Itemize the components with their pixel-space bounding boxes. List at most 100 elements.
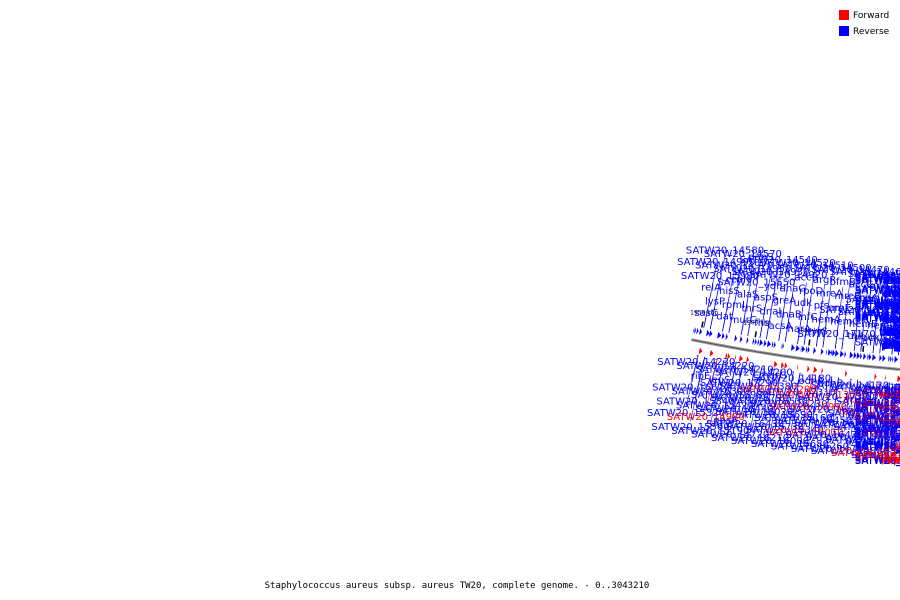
gene-label-reverse: xerD <box>882 287 900 298</box>
gene-label-reverse: SATW20_15960 <box>855 310 900 321</box>
gene-label-reverse: SATW20_16020 <box>715 407 793 418</box>
gene-label-reverse: SATW20_15320 <box>647 408 725 419</box>
label-leader-line <box>829 377 839 443</box>
label-leader-line <box>893 307 900 321</box>
gene-label-reverse: rpmA <box>880 328 900 339</box>
gene-label-reverse: accA <box>882 341 900 352</box>
gene-label-reverse: SATW20_14740 <box>851 450 900 461</box>
gene-label-reverse: SATW20_15690 <box>735 410 813 421</box>
gene-label-reverse: SATW20_14540 <box>740 255 818 266</box>
gene-label-reverse: rplT <box>884 336 900 347</box>
gene-label-reverse: efp <box>886 301 900 312</box>
gene-label-reverse: thiI <box>847 331 863 342</box>
label-leader-line <box>834 287 844 349</box>
gene-label-reverse: SATW20_15550 <box>717 278 795 289</box>
gene-label-reverse: SATW20_15970 <box>855 414 900 425</box>
gene-label-reverse: SATW20_14930 <box>731 267 809 278</box>
gene-label-reverse: gcvT <box>882 296 900 307</box>
forward-gene-arrow <box>773 360 778 368</box>
gene-label-reverse: SATW20_15830 <box>855 314 900 325</box>
gene-label-reverse: malA <box>881 284 900 295</box>
label-leader-line <box>728 258 744 333</box>
gene-label-reverse: SATW20_16120 <box>847 410 900 421</box>
gene-label-reverse: SATW20_15700 <box>855 430 900 441</box>
gene-label-reverse: SATW20_16370 <box>855 430 900 441</box>
gene-label-reverse: SATW20_16010 <box>855 415 900 426</box>
gene-label-reverse: SATW20_15020 <box>855 296 900 307</box>
gene-label-reverse: hemA <box>812 315 841 326</box>
reverse-gene-arrow <box>832 349 836 357</box>
gene-label-reverse: hemB <box>849 319 878 330</box>
reverse-gene-arrow <box>759 339 764 347</box>
gene-label-reverse: SATW20_16790 <box>710 393 788 404</box>
gene-label-forward: SATW20_16990 <box>769 402 847 413</box>
gene-label-reverse: SATW20_16870 <box>855 398 900 409</box>
gene-label-reverse: SATW20_14220 <box>676 361 754 372</box>
reverse-gene-arrow <box>757 338 760 346</box>
gene-label-reverse: SATW20_16760 <box>855 402 900 413</box>
reverse-gene-arrow <box>805 346 808 353</box>
gene-label-forward: pbp2 <box>881 455 900 466</box>
gene-label-forward: recU <box>883 454 900 465</box>
gene-label-reverse: SATW20_15110 <box>855 441 900 452</box>
gene-label-reverse: SATW20_15190 <box>671 426 749 437</box>
gene-label-reverse: zur <box>886 299 900 310</box>
gene-label-reverse: SATW20_15740 <box>855 443 900 454</box>
gene-label-reverse: SATW20_16090 <box>855 425 900 436</box>
gene-label-reverse: SATW20_16950 <box>855 404 900 415</box>
gene-label-reverse: leuS <box>709 375 731 386</box>
gene-label-reverse: infC <box>798 312 818 323</box>
gene-label-reverse: SATW20_14600 <box>855 285 900 296</box>
label-leader-line <box>769 369 782 435</box>
gene-label-reverse: tdcB <box>883 276 900 287</box>
gene-label-reverse: SATW20_15220 <box>855 438 900 449</box>
gene-label-reverse: SATW20_15930 <box>855 312 900 323</box>
gene-label-reverse: SATW20_14090 <box>855 386 900 397</box>
reverse-gene-arrow <box>844 350 846 358</box>
gene-label-reverse: SATW20_14460 <box>830 267 900 278</box>
reverse-gene-arrow <box>892 355 894 363</box>
gene-label-reverse: hemC <box>830 317 859 328</box>
reverse-gene-arrow <box>782 342 784 350</box>
gene-label-reverse: SATW20_14570 <box>704 249 782 260</box>
gene-label-reverse: pyk <box>885 336 900 347</box>
label-leader-line <box>809 374 820 441</box>
gene-label-reverse: SATW20_15180 <box>855 302 900 313</box>
gene-label-reverse: ebh <box>885 275 900 286</box>
gene-label-reverse: SATW20_17390 <box>855 385 900 396</box>
gene-label-reverse: SATW20_16230 <box>749 399 827 410</box>
forward-gene-arrow <box>734 354 736 362</box>
gene-label-forward: tag <box>839 407 855 418</box>
gene-label-reverse: ndk <box>885 289 900 300</box>
gene-label-reverse: SATW20_17320 <box>797 392 875 403</box>
label-leader-line <box>893 399 900 412</box>
gene-label-reverse: SATW20_14080 <box>855 387 900 398</box>
gene-label-forward: lysA <box>884 453 900 464</box>
reverse-gene-arrow <box>795 344 800 352</box>
label-leader-line <box>710 360 725 426</box>
gene-label-reverse: tyrS <box>808 327 828 338</box>
gene-label-reverse: ald1 <box>882 335 900 346</box>
gene-label-reverse: tnpB2 <box>879 327 900 338</box>
gene-label-reverse: SATW20_16300 <box>672 386 750 397</box>
gene-label-reverse: ribA <box>884 391 900 402</box>
gene-label-reverse: rot <box>887 390 900 401</box>
forward-gene-arrow <box>874 373 877 381</box>
gene-label-reverse: alaS <box>737 289 758 300</box>
gene-label-reverse: SATW20_14970 <box>695 261 773 272</box>
gene-label-reverse: rpoD <box>799 286 824 297</box>
gene-label-forward: SATW20_17450 <box>855 388 900 399</box>
gene-label-reverse: mreA <box>816 289 843 300</box>
reverse-gene-arrow <box>853 351 857 359</box>
gene-label-reverse: mreB <box>834 291 861 302</box>
label-leader-line <box>725 362 737 415</box>
gene-label-reverse: rpsU <box>883 315 900 326</box>
gene-label-forward: cycA <box>882 404 900 415</box>
gene-label-reverse: pfkA <box>883 340 900 351</box>
reverse-gene-arrow <box>721 332 725 340</box>
gene-label-reverse: SATW20_16430 <box>706 419 784 430</box>
label-leader-line <box>789 372 801 438</box>
gene-label-reverse: SATW20_15650 <box>855 311 900 322</box>
gene-label-reverse: SATW20_15260 <box>771 441 849 452</box>
gene-label-reverse: dnaB <box>776 309 802 320</box>
